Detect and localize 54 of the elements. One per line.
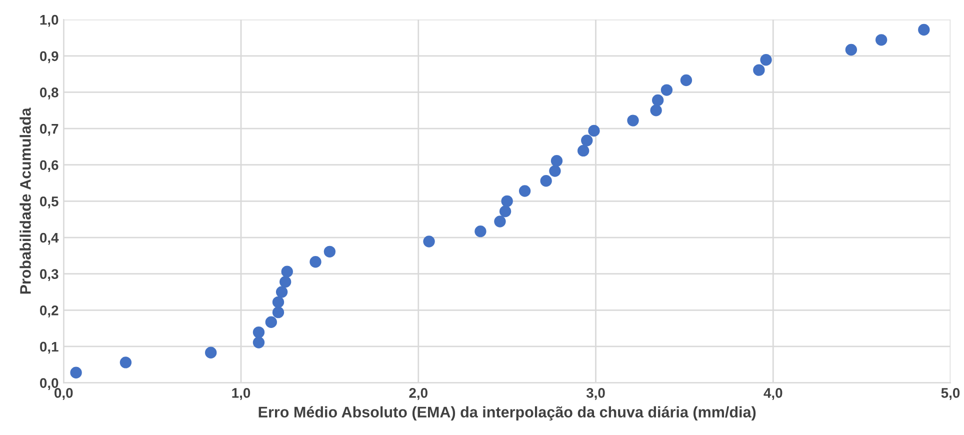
point	[627, 114, 639, 126]
y-tick-label: 0,3	[40, 269, 58, 282]
y-tick-label: 0,0	[40, 378, 58, 390]
x-axis-title: Erro Médio Absoluto (EMA) da interpolação da chuva diária (mm/dia)	[258, 406, 756, 421]
y-tick-label: 0,1	[40, 342, 58, 354]
point	[252, 326, 265, 338]
x-tick-label: 3,0	[586, 388, 605, 400]
x-tick-label: 4,0	[764, 388, 782, 400]
y-tick-label: 0,6	[40, 160, 58, 172]
y-tick-label: 0,2	[40, 305, 58, 318]
point	[581, 134, 593, 146]
point	[281, 266, 293, 278]
point	[501, 195, 513, 208]
y-tick-label: 0,7	[40, 124, 58, 136]
point	[845, 44, 858, 56]
point	[680, 74, 692, 86]
point	[549, 165, 561, 177]
point	[324, 246, 336, 258]
point	[423, 236, 435, 248]
y-tick-label: 0,9	[40, 51, 58, 64]
y-tick-label: 0,5	[40, 196, 58, 208]
point	[550, 155, 563, 167]
point	[499, 206, 512, 218]
point	[660, 84, 673, 96]
point	[650, 104, 662, 116]
y-tick-label: 1,0	[40, 14, 58, 27]
y-tick-label: 0,4	[40, 232, 59, 245]
point	[494, 216, 506, 228]
point	[272, 296, 284, 308]
point	[652, 94, 664, 106]
point	[205, 346, 217, 358]
point	[918, 24, 930, 36]
point	[518, 185, 531, 197]
point	[265, 316, 277, 328]
point	[120, 356, 132, 368]
x-tick-label: 5,0	[941, 388, 960, 400]
point	[280, 276, 292, 288]
point	[760, 54, 772, 66]
point	[577, 144, 590, 157]
point	[276, 286, 288, 298]
y-axis-title: Probabilidade Acumulada	[20, 108, 31, 294]
point	[875, 34, 888, 46]
point	[753, 64, 765, 76]
point	[540, 175, 552, 187]
point	[310, 256, 322, 268]
point	[252, 336, 265, 348]
x-tick-label: 2,0	[409, 388, 428, 400]
point	[474, 225, 486, 238]
point	[272, 306, 284, 318]
point	[70, 366, 82, 378]
x-tick-label: 0,0	[54, 388, 73, 400]
point	[588, 124, 600, 137]
x-tick-label: 1,0	[232, 388, 250, 400]
y-tick-label: 0,8	[40, 88, 58, 100]
